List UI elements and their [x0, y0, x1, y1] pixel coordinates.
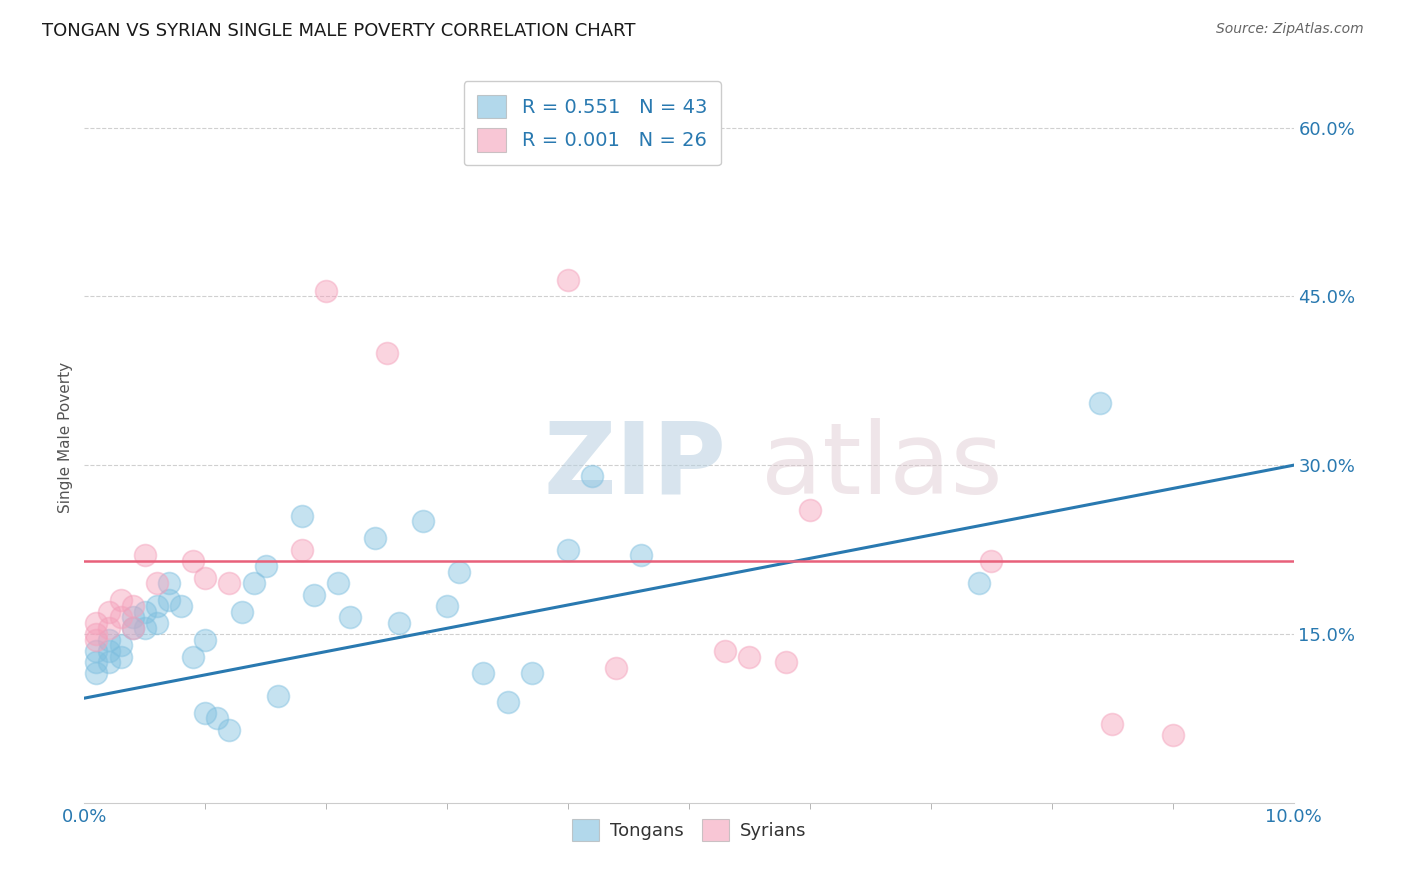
- Point: [714, 644, 737, 658]
- Point: [86, 632, 108, 647]
- Point: [97, 605, 120, 619]
- Point: [980, 554, 1002, 568]
- Point: [328, 576, 350, 591]
- Point: [436, 599, 458, 613]
- Point: [363, 532, 385, 546]
- Text: ZIP: ZIP: [544, 417, 727, 515]
- Point: [967, 576, 990, 591]
- Point: [291, 508, 314, 523]
- Point: [110, 638, 132, 652]
- Point: [581, 469, 603, 483]
- Text: Source: ZipAtlas.com: Source: ZipAtlas.com: [1216, 22, 1364, 37]
- Point: [557, 542, 579, 557]
- Point: [302, 588, 325, 602]
- Point: [121, 621, 143, 635]
- Point: [375, 345, 398, 359]
- Point: [121, 599, 143, 613]
- Point: [218, 576, 240, 591]
- Point: [110, 649, 132, 664]
- Point: [134, 621, 156, 635]
- Point: [121, 621, 143, 635]
- Point: [267, 689, 290, 703]
- Point: [557, 272, 579, 286]
- Point: [97, 644, 120, 658]
- Point: [496, 694, 519, 708]
- Point: [134, 548, 156, 562]
- Point: [146, 599, 169, 613]
- Point: [146, 615, 169, 630]
- Point: [181, 649, 204, 664]
- Point: [86, 666, 108, 681]
- Point: [218, 723, 240, 737]
- Point: [194, 706, 217, 720]
- Point: [520, 666, 543, 681]
- Point: [121, 610, 143, 624]
- Text: TONGAN VS SYRIAN SINGLE MALE POVERTY CORRELATION CHART: TONGAN VS SYRIAN SINGLE MALE POVERTY COR…: [42, 22, 636, 40]
- Point: [775, 655, 797, 669]
- Point: [605, 661, 627, 675]
- Point: [388, 615, 411, 630]
- Point: [1088, 396, 1111, 410]
- Point: [1101, 717, 1123, 731]
- Point: [207, 711, 229, 725]
- Legend: Tongans, Syrians: Tongans, Syrians: [565, 812, 813, 848]
- Point: [157, 593, 180, 607]
- Point: [146, 576, 169, 591]
- Point: [86, 655, 108, 669]
- Point: [472, 666, 495, 681]
- Point: [449, 565, 471, 579]
- Point: [110, 610, 132, 624]
- Point: [339, 610, 361, 624]
- Point: [412, 515, 434, 529]
- Point: [315, 284, 337, 298]
- Point: [291, 542, 314, 557]
- Point: [1161, 728, 1184, 742]
- Point: [86, 644, 108, 658]
- Point: [254, 559, 277, 574]
- Point: [157, 576, 180, 591]
- Point: [86, 615, 108, 630]
- Point: [194, 632, 217, 647]
- Y-axis label: Single Male Poverty: Single Male Poverty: [58, 361, 73, 513]
- Point: [97, 655, 120, 669]
- Point: [86, 627, 108, 641]
- Point: [97, 632, 120, 647]
- Point: [231, 605, 253, 619]
- Point: [630, 548, 652, 562]
- Point: [110, 593, 132, 607]
- Point: [97, 621, 120, 635]
- Text: atlas: atlas: [762, 417, 1002, 515]
- Point: [242, 576, 264, 591]
- Point: [170, 599, 193, 613]
- Point: [799, 503, 821, 517]
- Point: [134, 605, 156, 619]
- Point: [194, 571, 217, 585]
- Point: [738, 649, 761, 664]
- Point: [181, 554, 204, 568]
